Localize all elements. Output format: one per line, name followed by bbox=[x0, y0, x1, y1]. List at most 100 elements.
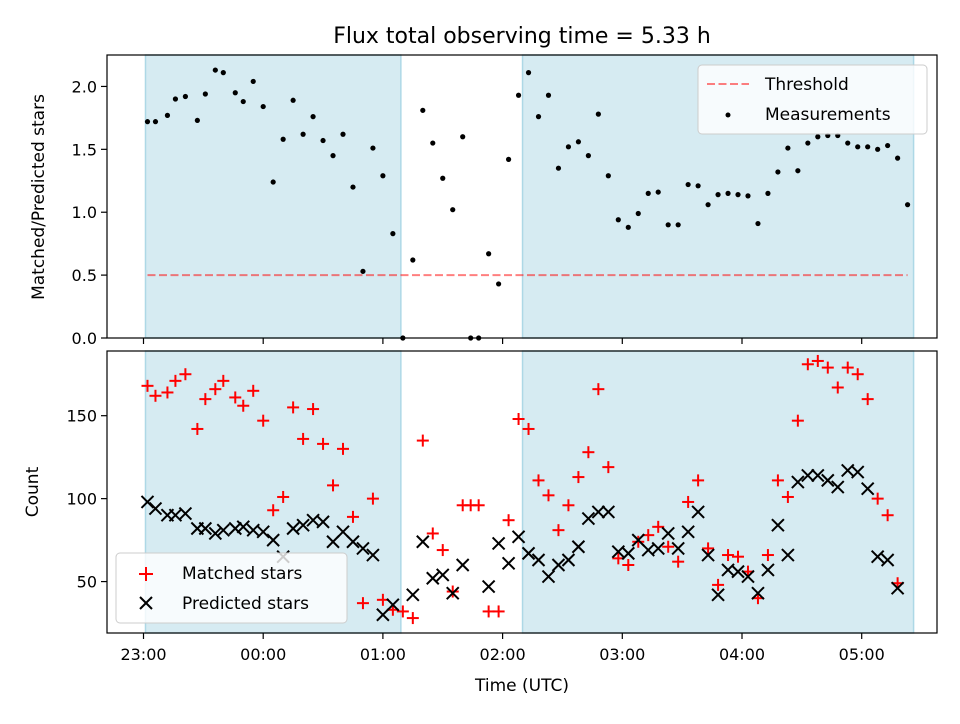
marker-stroke bbox=[406, 588, 420, 602]
predicted-star-marker bbox=[701, 548, 715, 562]
predicted-star-marker bbox=[890, 581, 905, 595]
measurement-point bbox=[685, 181, 691, 188]
matched-star-marker bbox=[801, 358, 814, 371]
matched-star-marker bbox=[337, 442, 349, 455]
matched-star-marker bbox=[732, 550, 745, 563]
predicted-star-marker bbox=[208, 526, 223, 541]
measurement-point bbox=[695, 183, 701, 189]
matched-star-marker bbox=[781, 490, 794, 503]
measurement-point bbox=[875, 146, 881, 152]
measurement-point bbox=[765, 190, 771, 196]
matched-star-marker bbox=[287, 401, 300, 414]
bottom-legend-box bbox=[115, 552, 348, 624]
predicted-star-marker bbox=[761, 563, 775, 577]
measurement-point bbox=[320, 137, 326, 144]
predicted-star-marker bbox=[455, 558, 470, 572]
matched-star-marker bbox=[366, 492, 379, 505]
marker-stroke bbox=[436, 568, 450, 582]
predicted-star-marker bbox=[681, 525, 695, 539]
matched-star-marker bbox=[582, 446, 595, 459]
predicted-star-marker bbox=[731, 564, 745, 579]
matched-star-marker bbox=[841, 361, 854, 374]
y-tick-label: 150 bbox=[66, 407, 97, 426]
matched-star-marker bbox=[317, 437, 330, 450]
predicted-star-marker bbox=[256, 525, 270, 539]
predicted-star-marker bbox=[406, 588, 420, 602]
predicted-star-marker bbox=[436, 568, 450, 582]
predicted-star-marker bbox=[356, 541, 370, 556]
measurement-point bbox=[515, 92, 522, 98]
marker-stroke bbox=[208, 526, 223, 541]
measurement-point bbox=[460, 134, 466, 140]
matched-star-marker bbox=[191, 422, 204, 435]
marker-stroke bbox=[455, 558, 470, 572]
y-tick-label: 100 bbox=[66, 490, 97, 509]
measurement-point bbox=[625, 224, 631, 230]
predicted-star-marker bbox=[561, 553, 576, 567]
bottom-axes-frame bbox=[106, 350, 938, 634]
measurement-point bbox=[585, 153, 591, 159]
measurement-point bbox=[525, 70, 532, 76]
measurement-point bbox=[705, 202, 711, 208]
y-tick-label: 50 bbox=[77, 573, 97, 592]
marker-stroke bbox=[681, 525, 695, 539]
bottom-ylabel: Count bbox=[23, 466, 43, 517]
predicted-star-marker bbox=[541, 569, 556, 584]
measurement-point bbox=[735, 192, 741, 198]
legend-measurements-label: Measurements bbox=[765, 105, 891, 125]
chart-title: Flux total observing time = 5.33 h bbox=[333, 24, 711, 49]
marker-stroke bbox=[771, 518, 785, 532]
marker-stroke bbox=[366, 548, 380, 562]
measurement-point bbox=[635, 210, 641, 217]
matched-star-marker bbox=[512, 413, 525, 426]
y-tick-label: 1.5 bbox=[72, 140, 97, 159]
measurement-point bbox=[845, 140, 851, 146]
predicted-star-marker bbox=[771, 518, 785, 532]
measurement-point bbox=[595, 111, 601, 117]
measurement-point bbox=[330, 153, 336, 159]
marker-stroke bbox=[561, 553, 576, 567]
measurement-point bbox=[605, 173, 611, 179]
predicted-star-marker bbox=[691, 505, 705, 519]
predicted-star-marker bbox=[801, 468, 815, 483]
matched-star-marker bbox=[702, 542, 715, 555]
marker-stroke bbox=[661, 526, 675, 541]
top-axes-frame bbox=[106, 54, 938, 339]
bottom-panel: 50 100 150 23:00 00:00 01:00 02:00 03:00 04:00 0… bbox=[23, 350, 938, 696]
predicted-star-marker bbox=[741, 569, 755, 584]
measurement-point bbox=[310, 114, 316, 120]
marker-stroke bbox=[501, 556, 516, 571]
measurement-point bbox=[715, 192, 721, 198]
matched-star-marker bbox=[552, 524, 565, 537]
bottom-xlabel: Time (UTC) bbox=[474, 676, 569, 696]
legend-measurement-swatch bbox=[725, 112, 731, 118]
measurement-point bbox=[755, 220, 761, 227]
marker-stroke bbox=[286, 521, 300, 536]
marker-stroke bbox=[581, 511, 596, 526]
measurement-point bbox=[904, 202, 911, 208]
matched-star-marker bbox=[179, 368, 192, 381]
matched-star-marker bbox=[791, 414, 804, 427]
marker-stroke bbox=[198, 521, 213, 536]
measurement-point bbox=[194, 117, 200, 124]
measurement-point bbox=[496, 281, 502, 287]
matched-star-marker bbox=[851, 368, 864, 381]
predicted-star-marker bbox=[880, 553, 895, 567]
measurement-point bbox=[565, 144, 572, 150]
marker-stroke bbox=[168, 508, 183, 522]
x-tick-label: 23:00 bbox=[120, 645, 166, 664]
measurement-point bbox=[250, 78, 256, 85]
marker-stroke bbox=[541, 569, 556, 584]
measurement-point bbox=[855, 144, 861, 150]
matched-star-marker bbox=[632, 535, 645, 548]
matched-star-marker bbox=[141, 379, 154, 392]
predicted-star-marker bbox=[346, 535, 360, 549]
x-tick-label: 03:00 bbox=[599, 645, 645, 664]
marker-stroke bbox=[631, 533, 645, 547]
x-tick-label: 00:00 bbox=[240, 645, 286, 664]
predicted-star-marker bbox=[416, 535, 430, 549]
matched-star-marker bbox=[346, 510, 359, 523]
measurement-point bbox=[555, 165, 562, 171]
marker-stroke bbox=[236, 520, 250, 534]
